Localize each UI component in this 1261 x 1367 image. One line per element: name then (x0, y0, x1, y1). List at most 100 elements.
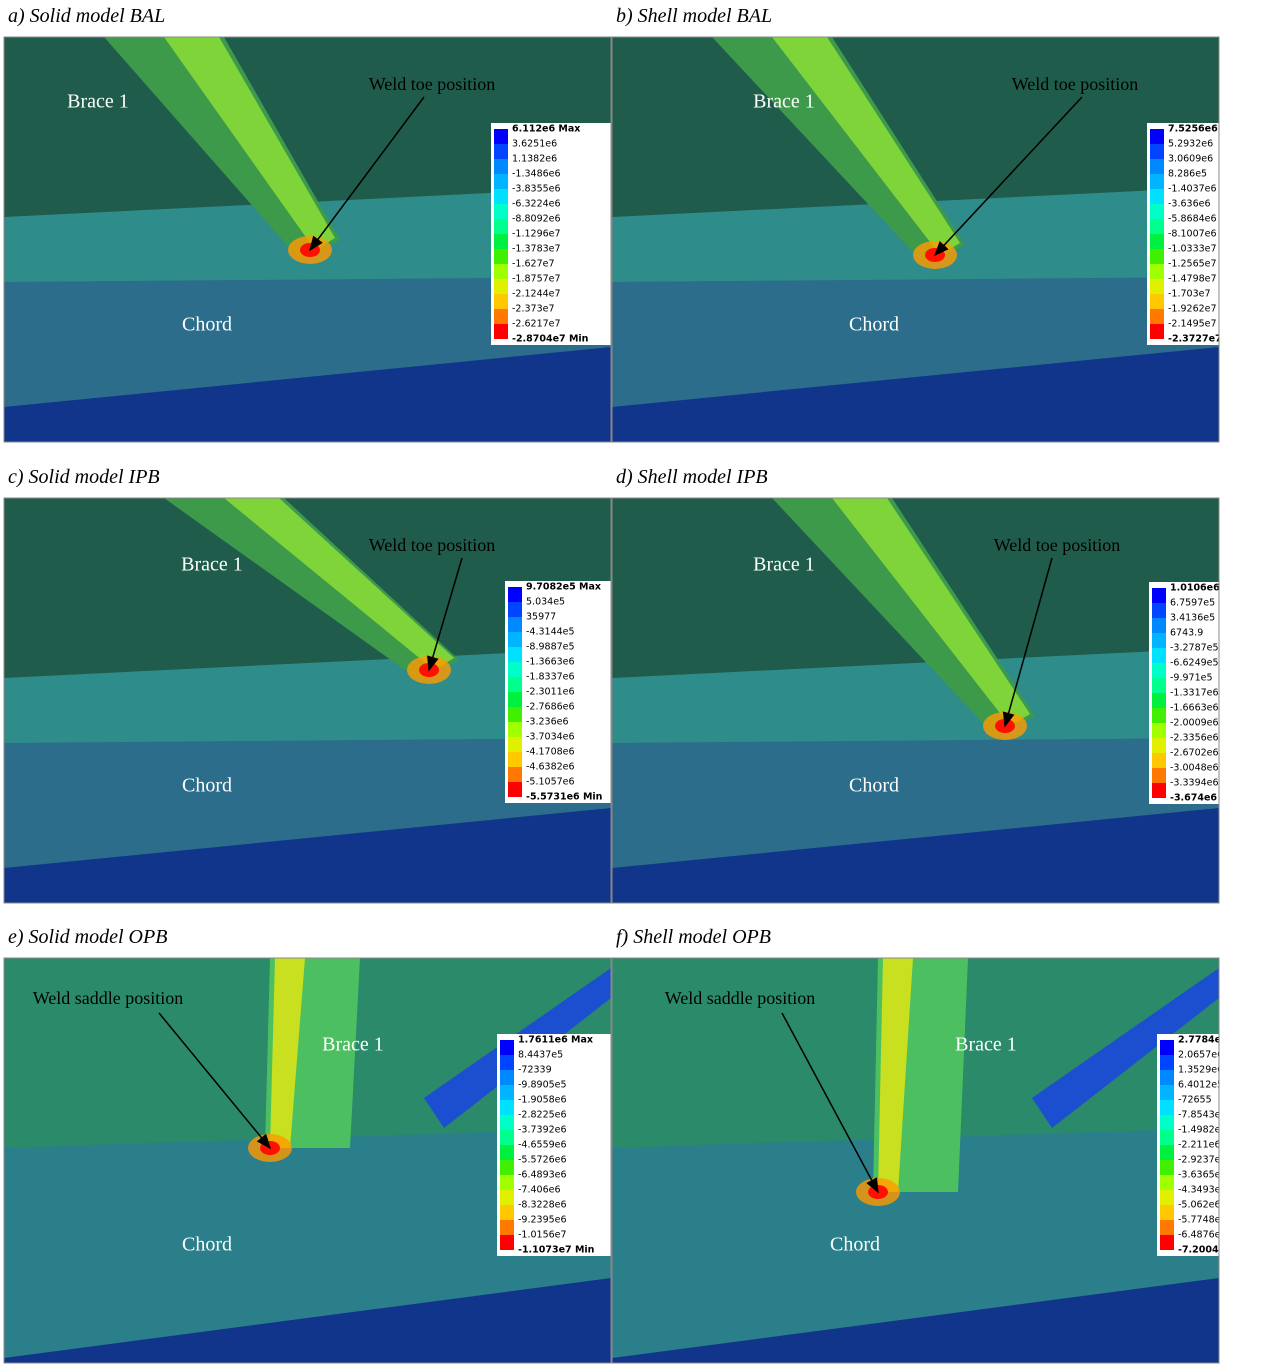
legend-label: 5.2932e6 (1168, 139, 1213, 150)
panel-caption: b) Shell model BAL (616, 5, 772, 27)
legend-swatch (1150, 174, 1164, 189)
legend-label: -1.3317e6 (1170, 688, 1219, 699)
legend-swatch (1160, 1160, 1174, 1175)
legend-label: -1.703e7 (1168, 289, 1211, 300)
legend-swatch (508, 617, 522, 632)
panel-caption: e) Solid model OPB (8, 926, 167, 948)
legend-label: -4.6382e6 (526, 762, 575, 773)
legend-label: -4.6559e6 (518, 1140, 567, 1151)
legend-swatch (508, 662, 522, 677)
legend-label: -1.9262e7 (1168, 304, 1217, 315)
legend-label: -1.0156e7 (518, 1230, 567, 1241)
legend-swatch (1152, 768, 1166, 783)
legend-swatch (1152, 603, 1166, 618)
legend-label: -1.3783e7 (512, 244, 561, 255)
legend-swatch (1150, 204, 1164, 219)
legend-swatch (500, 1145, 514, 1160)
legend-label: -3.7392e6 (518, 1125, 567, 1136)
legend-label: -1.9058e6 (518, 1095, 567, 1106)
brace-label: Brace 1 (322, 1034, 384, 1056)
legend-swatch (1150, 324, 1164, 339)
legend-swatch (1152, 723, 1166, 738)
legend-swatch (1152, 738, 1166, 753)
legend-label: -1.0333e7 (1168, 244, 1217, 255)
legend-swatch (508, 647, 522, 662)
legend-swatch (494, 129, 508, 144)
legend-label: 5.034e5 (526, 597, 565, 608)
legend-swatch (494, 204, 508, 219)
legend-label: -1.3486e6 (512, 169, 561, 180)
legend-swatch (1160, 1100, 1174, 1115)
legend-swatch (1160, 1205, 1174, 1220)
legend-swatch (508, 587, 522, 602)
legend-label: -3.2787e5 (1170, 643, 1219, 654)
legend-swatch (500, 1055, 514, 1070)
annotation: Weld toe position (369, 74, 496, 94)
legend-label: -2.3727e7 Min (1168, 334, 1245, 345)
legend-label: -2.6702e6 (1170, 748, 1219, 759)
legend-label: -2.3011e6 (526, 687, 575, 698)
legend-swatch (1160, 1070, 1174, 1085)
legend-swatch (508, 602, 522, 617)
legend-swatch (1160, 1040, 1174, 1055)
legend-label: 1.0106e6 Max (1170, 583, 1245, 594)
panel-caption: f) Shell model OPB (616, 926, 771, 948)
legend-swatch (500, 1235, 514, 1250)
legend-label: 8.4437e5 (518, 1050, 563, 1061)
legend-swatch (508, 632, 522, 647)
legend-label: -3.8355e6 (512, 184, 561, 195)
legend-swatch (1160, 1115, 1174, 1130)
legend-label: -8.1007e6 (1168, 229, 1217, 240)
legend-swatch (508, 767, 522, 782)
legend: 1.0106e6 Max6.7597e53.4136e56743.9-3.278… (1149, 582, 1245, 804)
legend-swatch (1160, 1130, 1174, 1145)
legend-swatch (494, 159, 508, 174)
legend-label: -2.0009e6 (1170, 718, 1219, 729)
legend-swatch (500, 1190, 514, 1205)
legend-label: -7.2004e6 Min (1178, 1245, 1255, 1256)
legend-label: -3.636e6 (1168, 199, 1211, 210)
legend-swatch (1152, 708, 1166, 723)
figure: a) Solid model BALBrace 1ChordWeld toe p… (0, 0, 1261, 1367)
chord-label: Chord (849, 775, 899, 797)
legend-swatch (500, 1115, 514, 1130)
legend-label: -1.4798e7 (1168, 274, 1217, 285)
legend-swatch (1160, 1235, 1174, 1250)
legend-label: 3.6251e6 (512, 139, 557, 150)
legend-swatch (500, 1175, 514, 1190)
brace-label: Brace 1 (67, 91, 129, 113)
legend-label: -3.3394e6 (1170, 778, 1219, 789)
legend-label: 9.7082e5 Max (526, 582, 601, 593)
legend-label: 1.1382e6 (512, 154, 557, 165)
legend-swatch (508, 692, 522, 707)
legend-label: -2.3356e6 (1170, 733, 1219, 744)
legend-swatch (1152, 618, 1166, 633)
panel-caption: c) Solid model IPB (8, 466, 160, 488)
chord-label: Chord (849, 314, 899, 336)
brace-label: Brace 1 (955, 1034, 1017, 1056)
legend-label: -5.8684e6 (1168, 214, 1217, 225)
legend-label: -2.373e7 (512, 304, 555, 315)
legend-label: -4.3144e5 (526, 627, 575, 638)
annotation: Weld saddle position (33, 988, 184, 1008)
legend: 7.5256e6 Max5.2932e63.0609e68.286e5-1.40… (1147, 123, 1245, 345)
legend-swatch (1152, 588, 1166, 603)
legend-label: 1.7611e6 Max (518, 1035, 593, 1046)
legend-label: -2.8704e7 Min (512, 334, 589, 345)
legend-label: -6.3224e6 (512, 199, 561, 210)
contour-plot: Brace 1ChordWeld toe position1.0106e6 Ma… (612, 498, 1245, 903)
legend-label: -2.6217e7 (512, 319, 561, 330)
legend-swatch (508, 677, 522, 692)
legend-label: 1.3529e6 (1178, 1065, 1223, 1076)
legend-swatch (1160, 1055, 1174, 1070)
legend-label: -72655 (1178, 1095, 1212, 1106)
legend-label: -72339 (518, 1065, 552, 1076)
legend-swatch (1150, 264, 1164, 279)
legend-swatch (1160, 1220, 1174, 1235)
legend-label: -2.7686e6 (526, 702, 575, 713)
legend-label: -5.062e6 (1178, 1200, 1221, 1211)
legend-swatch (500, 1205, 514, 1220)
legend-label: -2.8225e6 (518, 1110, 567, 1121)
legend: 1.7611e6 Max8.4437e5-72339-9.8905e5-1.90… (497, 1034, 613, 1256)
legend-swatch (500, 1040, 514, 1055)
